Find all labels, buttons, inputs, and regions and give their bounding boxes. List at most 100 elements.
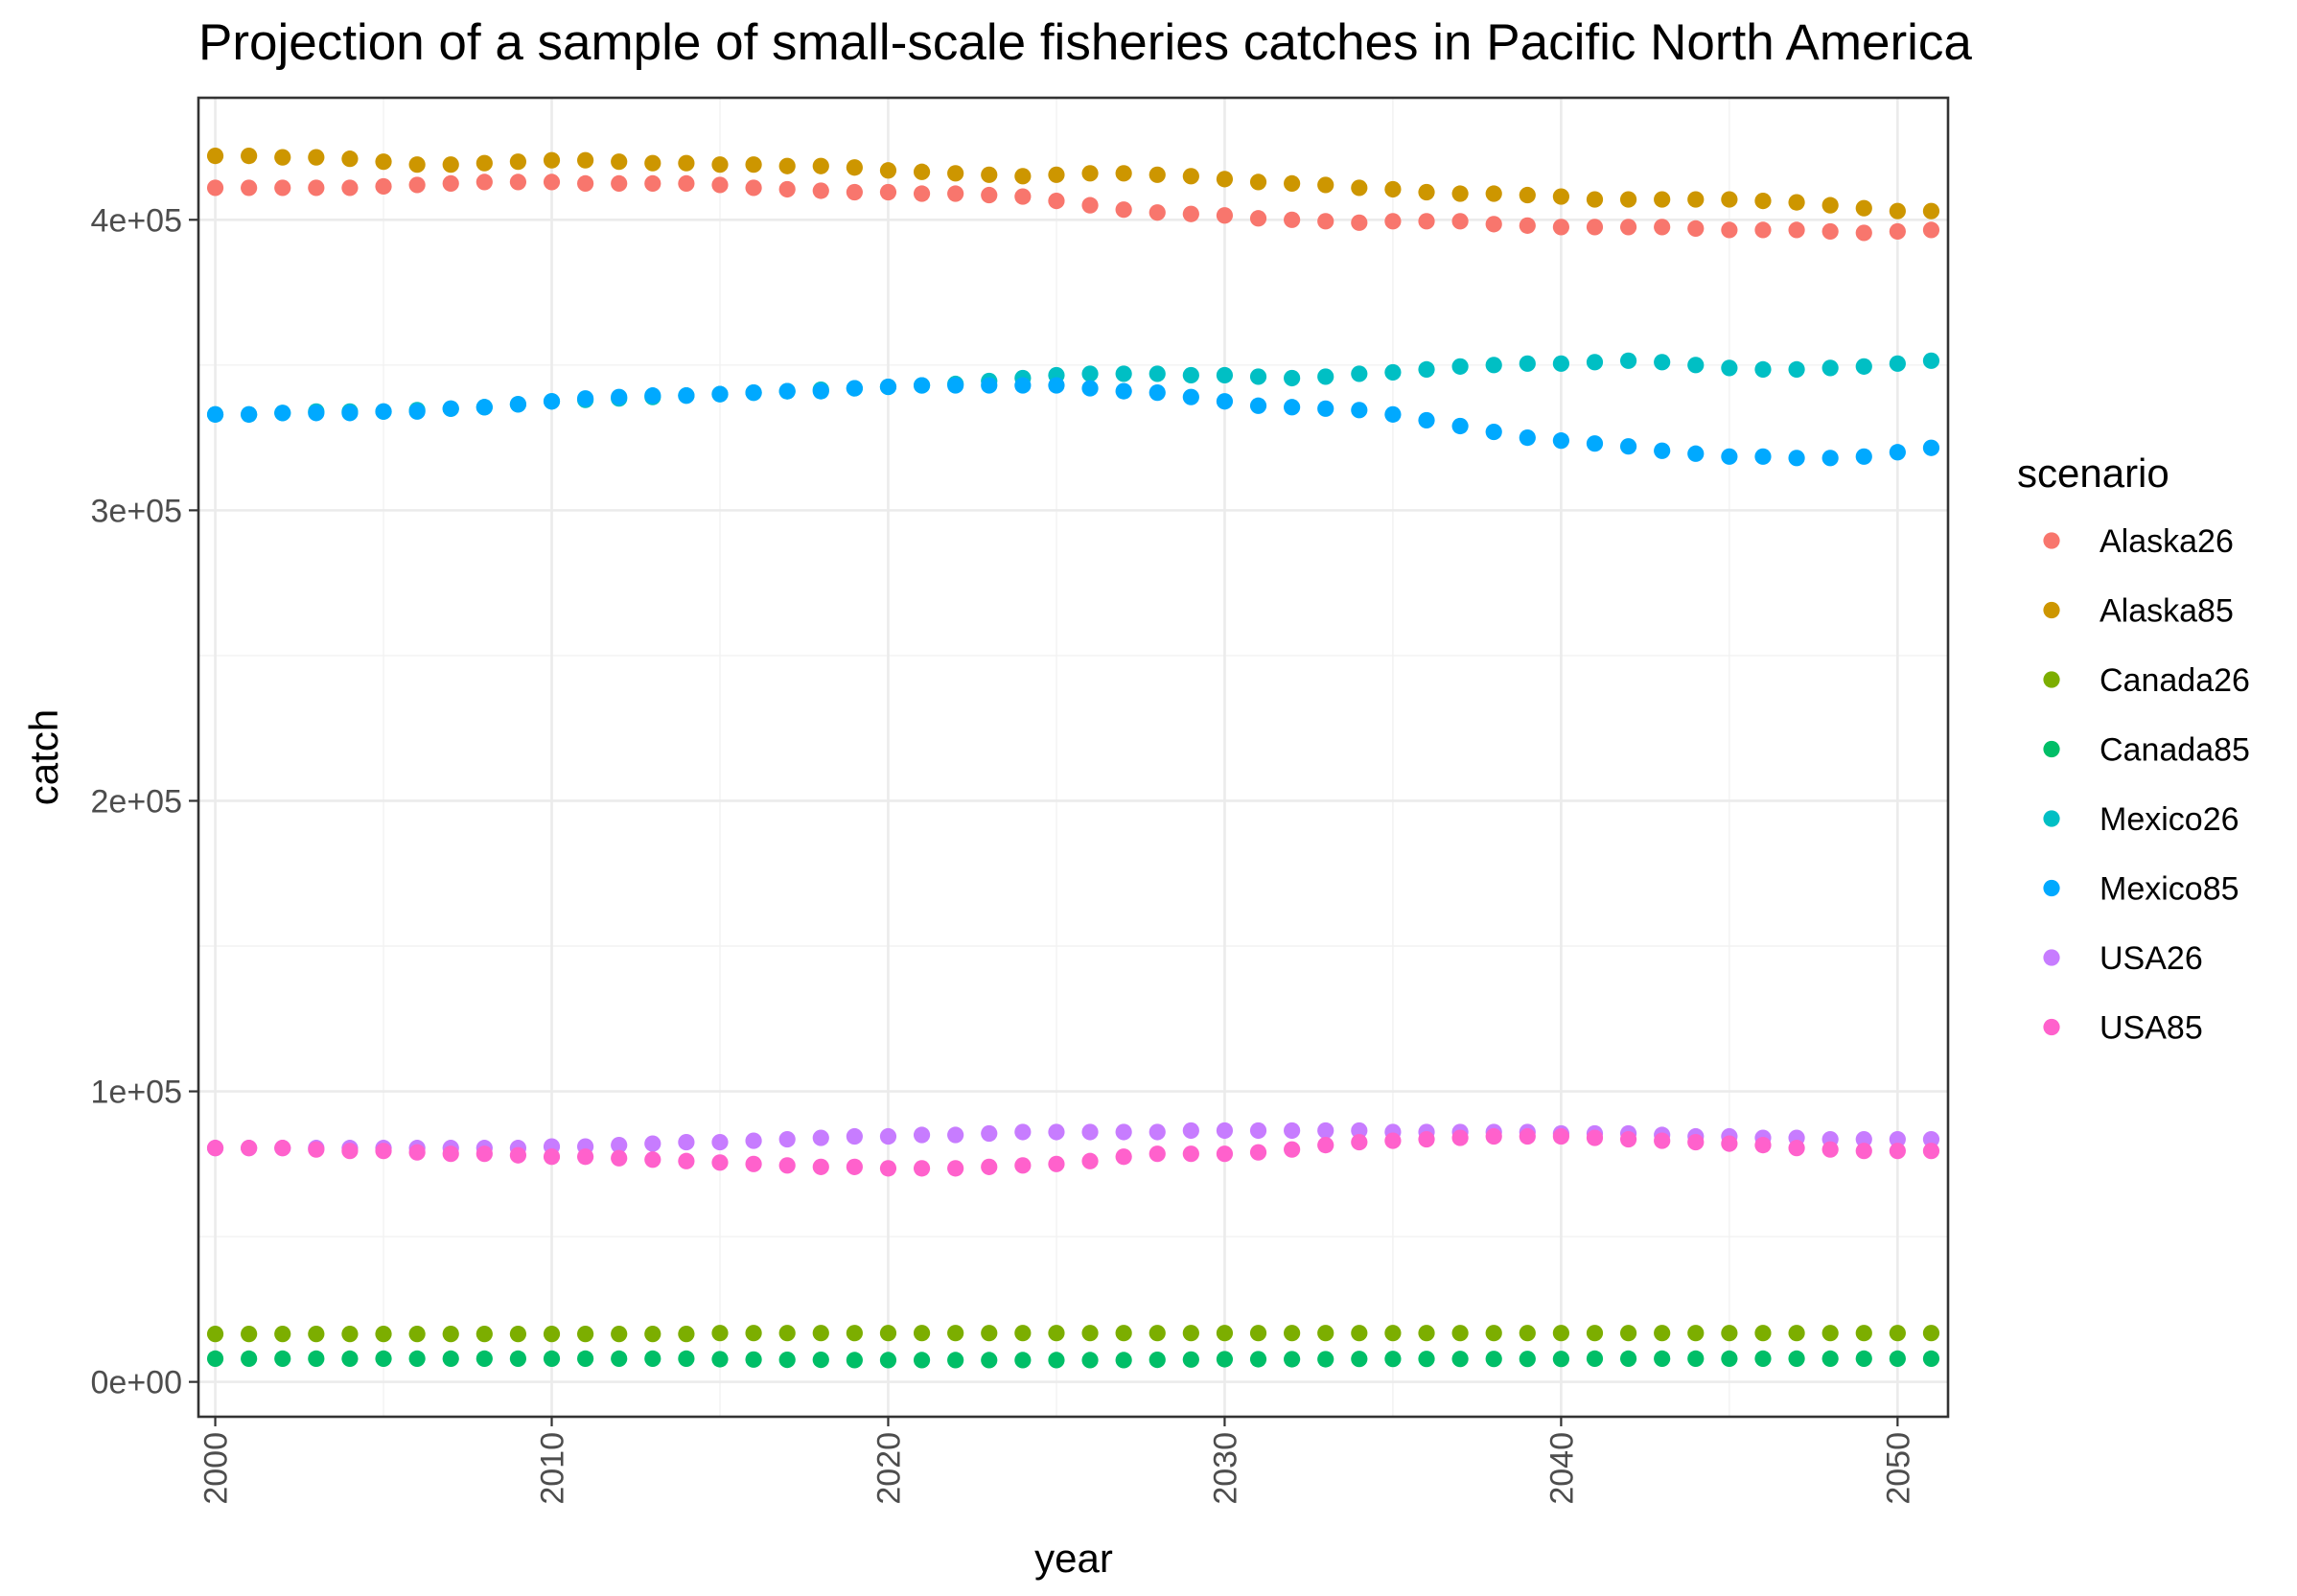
data-point bbox=[1922, 202, 1940, 220]
data-point bbox=[241, 405, 258, 423]
y-tick-label: 1e+05 bbox=[91, 1075, 183, 1111]
data-point bbox=[1284, 1325, 1301, 1342]
data-point bbox=[1317, 1325, 1334, 1342]
legend-item-Mexico85: Mexico85 bbox=[2043, 871, 2239, 908]
series-Alaska26 bbox=[206, 173, 1940, 242]
data-point bbox=[1721, 191, 1738, 208]
data-point bbox=[308, 1350, 325, 1367]
data-point bbox=[408, 156, 426, 173]
data-point bbox=[1148, 166, 1166, 183]
data-point bbox=[1519, 1127, 1536, 1145]
data-point bbox=[577, 390, 594, 407]
data-point bbox=[1182, 1351, 1199, 1368]
data-point bbox=[577, 1148, 594, 1166]
data-point bbox=[1014, 377, 1032, 394]
legend-items: Alaska26 Alaska85 Canada26 Canada85 Mexico26… bbox=[2043, 523, 2250, 1047]
data-point bbox=[1182, 388, 1199, 405]
data-point bbox=[644, 1326, 661, 1343]
data-point bbox=[1351, 1133, 1368, 1151]
data-point bbox=[206, 1350, 224, 1367]
data-point bbox=[408, 176, 426, 194]
data-point bbox=[1115, 1148, 1132, 1166]
data-point bbox=[408, 403, 426, 420]
data-point bbox=[1552, 1325, 1569, 1342]
data-point bbox=[1115, 1123, 1132, 1141]
data-point bbox=[1889, 1130, 1906, 1148]
data-point bbox=[1451, 417, 1469, 435]
x-tick-label: 2040 bbox=[1543, 1432, 1580, 1505]
data-point bbox=[1418, 360, 1435, 378]
data-point bbox=[1586, 191, 1604, 208]
legend-item-Alaska26: Alaska26 bbox=[2043, 523, 2234, 560]
data-point bbox=[206, 1326, 224, 1343]
data-point bbox=[1081, 1352, 1099, 1369]
data-point bbox=[375, 403, 392, 420]
data-point bbox=[509, 173, 527, 191]
data-point bbox=[341, 150, 359, 168]
data-point bbox=[1889, 202, 1906, 220]
data-point bbox=[241, 1140, 258, 1157]
data-point bbox=[577, 1326, 594, 1343]
data-point bbox=[1216, 1351, 1234, 1368]
data-point bbox=[543, 151, 561, 169]
data-point bbox=[1048, 1352, 1065, 1369]
data-point bbox=[1014, 1352, 1032, 1369]
data-point bbox=[1821, 450, 1839, 467]
legend-item-Mexico26: Mexico26 bbox=[2043, 801, 2239, 838]
data-point bbox=[341, 1350, 359, 1367]
data-point bbox=[1216, 1145, 1234, 1163]
data-point bbox=[509, 153, 527, 171]
data-point bbox=[1821, 1141, 1839, 1158]
data-point bbox=[1148, 1351, 1166, 1369]
data-point bbox=[1485, 1127, 1502, 1145]
data-point bbox=[1485, 357, 1502, 374]
legend-label: Alaska26 bbox=[2100, 523, 2234, 560]
data-point bbox=[1721, 448, 1738, 465]
data-point bbox=[745, 179, 762, 197]
data-point bbox=[879, 1160, 897, 1177]
data-point bbox=[1586, 1129, 1604, 1146]
legend-item-Alaska85: Alaska85 bbox=[2043, 593, 2234, 630]
data-point bbox=[509, 1350, 527, 1367]
data-point bbox=[476, 1145, 493, 1163]
data-point bbox=[947, 185, 964, 202]
data-point bbox=[1922, 1130, 1940, 1148]
data-point bbox=[1216, 1325, 1234, 1342]
data-point bbox=[1418, 1130, 1435, 1148]
data-point bbox=[1855, 1325, 1872, 1342]
data-point bbox=[241, 1326, 258, 1343]
data-point bbox=[611, 153, 628, 171]
data-point bbox=[1249, 368, 1267, 385]
data-point bbox=[206, 179, 224, 197]
data-point bbox=[1754, 1350, 1772, 1367]
data-point bbox=[341, 179, 359, 197]
data-point bbox=[1249, 1325, 1267, 1342]
data-point bbox=[879, 1352, 897, 1369]
data-point bbox=[1654, 354, 1671, 371]
data-point bbox=[543, 1326, 561, 1343]
plot-panel bbox=[197, 96, 1950, 1419]
data-point bbox=[1654, 219, 1671, 236]
data-point bbox=[1284, 369, 1301, 387]
data-point bbox=[476, 154, 493, 172]
data-point bbox=[1148, 1325, 1166, 1342]
data-point bbox=[1922, 439, 1940, 456]
data-point bbox=[611, 388, 628, 405]
data-point bbox=[879, 378, 897, 396]
y-axis-title: catch bbox=[21, 709, 66, 805]
data-point bbox=[274, 405, 291, 422]
data-point bbox=[1721, 1350, 1738, 1367]
data-point bbox=[1081, 380, 1099, 397]
data-point bbox=[1148, 1145, 1166, 1163]
series-Alaska85 bbox=[206, 148, 1940, 220]
data-point bbox=[1821, 197, 1839, 214]
data-point bbox=[745, 1325, 762, 1342]
data-point bbox=[1687, 1133, 1705, 1151]
data-point bbox=[1552, 219, 1569, 236]
legend-label: USA26 bbox=[2100, 940, 2203, 977]
data-point bbox=[981, 166, 998, 183]
data-point bbox=[644, 174, 661, 193]
data-point bbox=[1654, 442, 1671, 459]
data-point bbox=[1519, 1351, 1536, 1368]
data-point bbox=[1351, 402, 1368, 419]
